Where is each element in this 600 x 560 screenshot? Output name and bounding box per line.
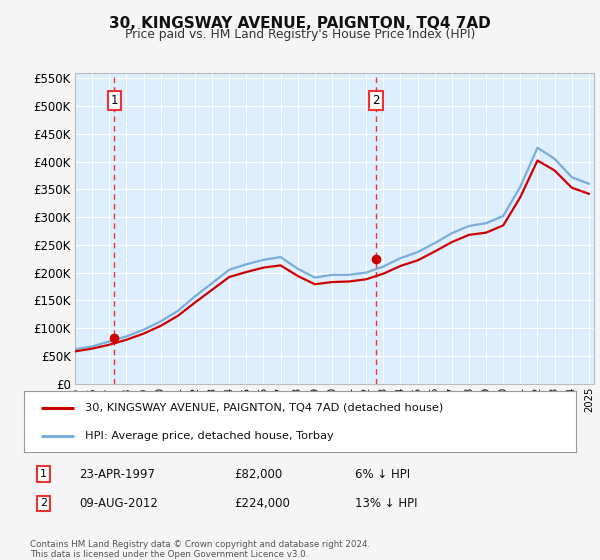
Text: Price paid vs. HM Land Registry's House Price Index (HPI): Price paid vs. HM Land Registry's House …: [125, 28, 475, 41]
Text: 1: 1: [40, 469, 47, 479]
Text: 13% ↓ HPI: 13% ↓ HPI: [355, 497, 418, 510]
Text: 23-APR-1997: 23-APR-1997: [79, 468, 155, 481]
Text: 30, KINGSWAY AVENUE, PAIGNTON, TQ4 7AD (detached house): 30, KINGSWAY AVENUE, PAIGNTON, TQ4 7AD (…: [85, 403, 443, 413]
Text: £224,000: £224,000: [234, 497, 290, 510]
Text: 1: 1: [110, 94, 118, 107]
Text: £82,000: £82,000: [234, 468, 282, 481]
Text: HPI: Average price, detached house, Torbay: HPI: Average price, detached house, Torb…: [85, 431, 334, 441]
Text: Contains HM Land Registry data © Crown copyright and database right 2024.: Contains HM Land Registry data © Crown c…: [30, 540, 370, 549]
Text: This data is licensed under the Open Government Licence v3.0.: This data is licensed under the Open Gov…: [30, 550, 308, 559]
Text: 09-AUG-2012: 09-AUG-2012: [79, 497, 158, 510]
Text: 6% ↓ HPI: 6% ↓ HPI: [355, 468, 410, 481]
Text: 2: 2: [40, 498, 47, 508]
Text: 30, KINGSWAY AVENUE, PAIGNTON, TQ4 7AD: 30, KINGSWAY AVENUE, PAIGNTON, TQ4 7AD: [109, 16, 491, 31]
Text: 2: 2: [373, 94, 380, 107]
